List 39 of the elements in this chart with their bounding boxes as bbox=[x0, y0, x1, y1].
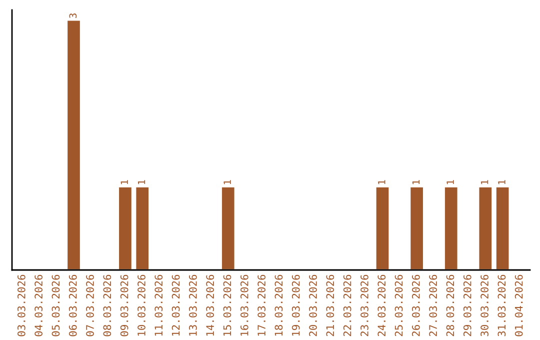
x-tick-label: 28.03.2026 bbox=[446, 274, 454, 336]
data-label: 1 bbox=[120, 180, 128, 184]
data-label: 3 bbox=[69, 13, 77, 18]
x-tick-label: 17.03.2026 bbox=[258, 274, 266, 336]
x-tick-label: 21.03.2026 bbox=[326, 274, 334, 336]
x-tick-label: 05.03.2026 bbox=[52, 274, 60, 336]
x-tick-label: 13.03.2026 bbox=[188, 274, 197, 336]
x-tick-label: 31.03.2026 bbox=[498, 274, 506, 336]
data-label: 1 bbox=[224, 180, 231, 184]
x-tick-label: 23.03.2026 bbox=[360, 274, 368, 336]
x-tick-label: 03.03.2026 bbox=[17, 274, 26, 336]
x-tick-label: 06.03.2026 bbox=[68, 274, 77, 336]
x-tick-label: 18.03.2026 bbox=[274, 274, 283, 336]
x-tick-label: 25.03.2026 bbox=[394, 274, 403, 336]
x-tick-label: 09.03.2026 bbox=[120, 274, 128, 336]
data-label: 1 bbox=[446, 180, 454, 184]
x-tick-label: 08.03.2026 bbox=[103, 274, 112, 336]
data-label: 1 bbox=[378, 180, 386, 184]
x-tick-label: 27.03.2026 bbox=[429, 274, 437, 336]
x-tick-label: 22.03.2026 bbox=[343, 274, 352, 336]
x-tick-label: 14.03.2026 bbox=[206, 274, 214, 336]
x-tick-label: 11.03.2026 bbox=[154, 274, 163, 336]
x-tick-label: 04.03.2026 bbox=[34, 274, 42, 336]
x-tick-label: 12.03.2026 bbox=[172, 274, 180, 336]
data-label: 1 bbox=[481, 180, 488, 184]
x-tick-label: 19.03.2026 bbox=[292, 274, 300, 336]
x-tick-label: 24.03.2026 bbox=[378, 274, 386, 336]
x-tick-label: 26.03.2026 bbox=[412, 274, 420, 336]
x-tick-label: 16.03.2026 bbox=[240, 274, 248, 336]
data-label: 1 bbox=[138, 180, 146, 184]
x-tick-label: 15.03.2026 bbox=[223, 274, 232, 336]
x-tick-label: 10.03.2026 bbox=[138, 274, 146, 336]
data-label: 1 bbox=[498, 180, 506, 184]
data-label: 1 bbox=[412, 180, 420, 184]
x-tick-label: 20.03.2026 bbox=[309, 274, 317, 336]
x-tick-label: 30.03.2026 bbox=[480, 274, 488, 336]
x-tick-label: 29.03.2026 bbox=[463, 274, 472, 336]
x-tick-label: 01.04.2026 bbox=[514, 274, 523, 336]
x-tick-label: 07.03.2026 bbox=[86, 274, 94, 336]
